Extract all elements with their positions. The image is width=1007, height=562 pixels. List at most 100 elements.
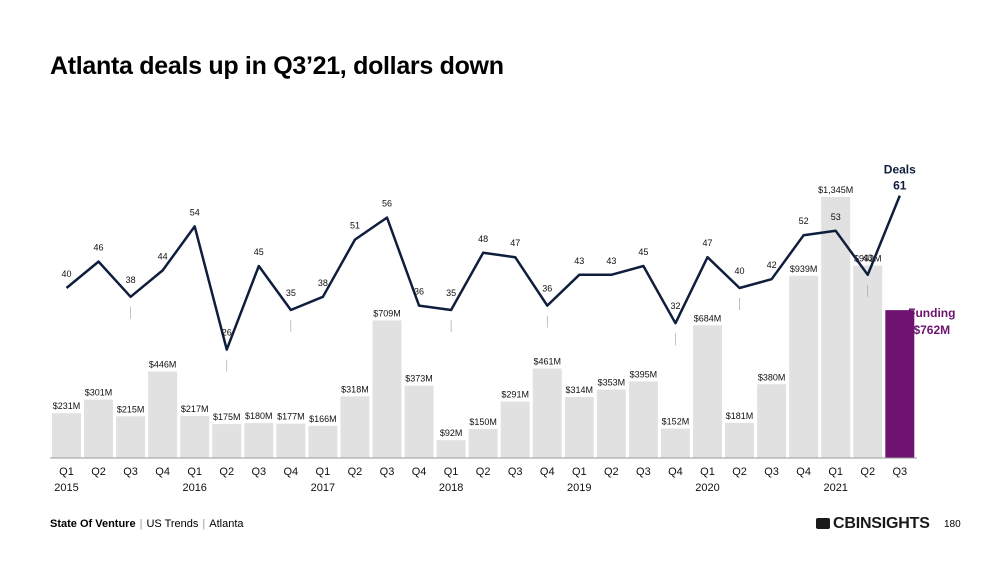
cb-logo-icon — [816, 518, 830, 529]
deals-data-label: 38 — [318, 278, 328, 288]
deals-data-label: 54 — [190, 207, 200, 217]
funding-data-label: $92M — [440, 428, 463, 438]
funding-data-label: $395M — [630, 369, 658, 379]
deals-data-label: 26 — [222, 328, 232, 338]
funding-bar — [725, 422, 755, 458]
funding-data-label: $318M — [341, 384, 369, 394]
funding-data-label: $152M — [662, 417, 690, 427]
funding-data-label: $180M — [245, 411, 273, 421]
deals-legend-value: 61 — [893, 179, 907, 193]
funding-data-label: $150M — [469, 417, 497, 427]
funding-bar — [628, 381, 658, 458]
x-year-label: 2016 — [182, 482, 206, 494]
deals-data-label: 35 — [446, 288, 456, 298]
x-year-label: 2018 — [439, 482, 463, 494]
deals-data-label: 43 — [863, 253, 873, 263]
funding-data-label: $314M — [566, 385, 594, 395]
x-tick-label: Q2 — [91, 466, 106, 478]
deals-data-label: 32 — [670, 301, 680, 311]
deals-legend-label: Deals — [884, 163, 916, 177]
deals-data-label: 45 — [254, 247, 264, 257]
x-year-label: 2019 — [567, 482, 591, 494]
funding-bar — [757, 384, 787, 458]
funding-data-label: $684M — [694, 313, 722, 323]
x-tick-label: Q1 — [444, 466, 459, 478]
funding-data-label: $217M — [181, 404, 209, 414]
funding-deals-chart: $231M $301M $215M $446M $217M $175M $180M $177M… — [50, 163, 955, 494]
footer-section: US Trends — [146, 518, 199, 530]
funding-data-label: $373M — [405, 374, 433, 384]
x-tick-label: Q3 — [123, 466, 138, 478]
funding-bar — [84, 399, 114, 458]
x-tick-label: Q3 — [636, 466, 651, 478]
funding-bar — [596, 389, 626, 458]
x-year-label: 2020 — [695, 482, 719, 494]
funding-bar — [340, 396, 370, 458]
funding-bar — [693, 325, 722, 458]
x-tick-label: Q4 — [412, 466, 427, 478]
x-tick-label: Q1 — [187, 466, 202, 478]
funding-bar — [308, 425, 338, 458]
funding-data-label: $939M — [790, 264, 818, 274]
funding-bar — [148, 371, 178, 458]
funding-bar — [244, 423, 274, 458]
x-tick-label: Q2 — [732, 466, 747, 478]
funding-bar — [52, 413, 81, 458]
funding-bar — [372, 320, 402, 458]
deals-data-label: 36 — [414, 287, 424, 297]
logo-text: CBINSIGHTS — [833, 515, 930, 532]
x-tick-label: Q1 — [572, 466, 587, 478]
x-tick-label: Q4 — [540, 466, 555, 478]
funding-data-label: $992M — [854, 254, 882, 264]
x-tick-label: Q2 — [604, 466, 619, 478]
funding-data-label: $231M — [53, 401, 81, 411]
deals-data-label: 36 — [542, 284, 552, 294]
x-year-label: 2017 — [311, 482, 335, 494]
deals-data-label: 48 — [478, 234, 488, 244]
deals-data-label: 38 — [126, 275, 136, 285]
chart-title: Atlanta deals up in Q3’21, dollars down — [50, 52, 504, 80]
deals-data-label: 52 — [799, 216, 809, 226]
funding-bar — [276, 423, 306, 458]
deals-data-label: 40 — [735, 266, 745, 276]
funding-bar — [436, 440, 466, 458]
funding-bar — [404, 385, 434, 458]
footer: State Of Venture | US Trends | Atlanta — [50, 518, 244, 530]
x-year-label: 2021 — [823, 482, 847, 494]
x-tick-label: Q2 — [476, 466, 491, 478]
funding-bar — [180, 415, 210, 458]
deals-data-label: 45 — [638, 247, 648, 257]
funding-bar — [212, 424, 242, 458]
funding-data-label: $166M — [309, 414, 337, 424]
x-tick-label: Q3 — [251, 466, 266, 478]
x-tick-label: Q3 — [892, 466, 907, 478]
deals-data-label: 44 — [158, 251, 168, 261]
deals-data-label: 43 — [574, 256, 584, 266]
deals-data-label: 51 — [350, 221, 360, 231]
funding-data-label: $291M — [501, 390, 529, 400]
page-number: 180 — [944, 519, 961, 530]
funding-data-label: $177M — [277, 412, 305, 422]
funding-bar — [821, 197, 851, 458]
x-tick-label: Q4 — [284, 466, 299, 478]
deals-data-label: 46 — [94, 243, 104, 253]
funding-data-label: $353M — [598, 377, 626, 387]
funding-data-label: $709M — [373, 308, 401, 318]
deals-data-label: 43 — [606, 256, 616, 266]
x-tick-label: Q3 — [508, 466, 523, 478]
deals-data-label: 53 — [831, 212, 841, 222]
deals-line — [65, 195, 901, 351]
x-tick-label: Q2 — [219, 466, 234, 478]
funding-data-label: $175M — [213, 412, 241, 422]
funding-bar — [532, 368, 562, 458]
funding-data-label: $461M — [533, 357, 561, 367]
deals-data-label: 47 — [702, 238, 712, 248]
x-tick-label: Q2 — [348, 466, 363, 478]
funding-data-label: $301M — [85, 388, 113, 398]
funding-legend-label: Funding — [908, 306, 955, 320]
footer-region: Atlanta — [209, 518, 244, 530]
funding-bar — [564, 397, 594, 458]
funding-data-label: $1,345M — [818, 185, 853, 195]
deals-data-label: 35 — [286, 288, 296, 298]
funding-data-label: $215M — [117, 404, 145, 414]
